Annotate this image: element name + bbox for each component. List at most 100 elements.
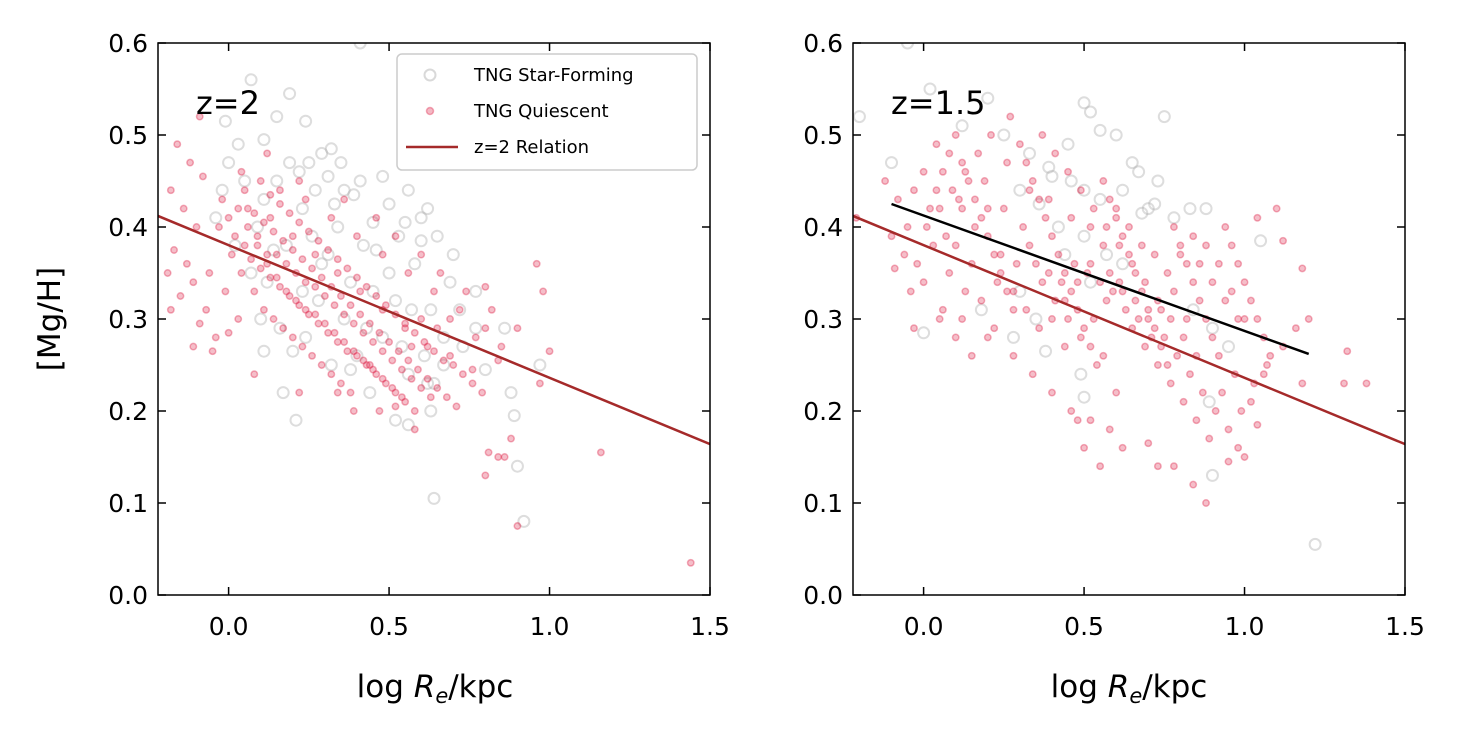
quiescent-point [513,522,522,530]
star-forming-point [1051,220,1065,234]
y-tick-label: 0.1 [108,489,148,518]
quiescent-point [401,324,410,333]
quiescent-point [231,232,239,241]
quiescent-point [320,319,329,328]
star-forming-point [1006,330,1020,344]
star-forming-point [299,114,313,128]
quiescent-point [391,232,400,241]
quiescent-point [1182,259,1191,268]
quiescent-point [1186,370,1194,379]
quiescent-point [1064,167,1072,176]
quiescent-point [417,315,426,323]
quiescent-point [343,347,352,356]
legend-star-forming-marker [423,68,437,82]
quiescent-point [295,177,304,185]
quiescent-point [1192,416,1201,425]
star-forming-point [1077,96,1091,110]
quiescent-point [378,374,387,383]
star-forming-point [231,137,245,151]
quiescent-point [279,236,288,245]
quiescent-point [532,259,541,268]
star-forming-point [469,321,483,335]
quiescent-point [1153,462,1162,471]
quiescent-point [1304,315,1313,323]
quiescent-point [961,167,970,176]
quiescent-point [487,305,496,314]
star-forming-point [1125,156,1139,170]
quiescent-point [481,324,490,333]
legend-quiescent-marker [425,106,435,116]
quiescent-point [1009,287,1018,296]
z2-relation-line [853,214,1405,446]
star-forming-point [510,459,524,473]
quiescent-point [304,310,313,319]
star-forming-point [533,358,547,372]
quiescent-point [198,172,207,181]
star-forming-point [1141,202,1155,216]
quiescent-point [1195,259,1204,268]
quiescent-point [1012,259,1021,268]
quiescent-point [407,342,416,351]
star-forming-point [283,87,297,101]
quiescent-point [945,149,954,158]
quiescent-point [1291,324,1300,333]
star-forming-point [270,110,284,124]
quiescent-point [1112,204,1121,213]
star-forming-point [334,156,348,170]
y-tick-label: 0.6 [108,29,148,58]
quiescent-point [468,379,477,388]
quiescent-point [1137,241,1146,250]
quiescent-point [900,250,909,259]
quiescent-point [1189,480,1198,489]
quiescent-point [913,259,922,268]
star-forming-point [376,169,390,183]
quiescent-point [192,223,201,231]
quiescent-point [375,407,384,415]
quiescent-point [330,301,339,310]
quiescent-point [362,282,371,291]
quiescent-point [1208,333,1217,342]
star-forming-point [1077,390,1091,404]
star-forming-point [328,197,342,211]
plot-area [853,43,1405,551]
quiescent-point [276,186,284,195]
quiescent-point [481,471,490,480]
quiescent-point [1253,315,1262,323]
quiescent-point [922,223,931,231]
star-forming-point [218,114,232,128]
quiescent-point [311,282,320,291]
star-forming-point [267,243,281,257]
quiescent-point [1214,259,1223,268]
quiescent-point [1298,379,1307,388]
redshift-annotation: z=1.5 [891,84,986,122]
quiescent-point [919,167,928,176]
quiescent-point [471,333,480,342]
star-forming-point [1167,211,1181,225]
star-forming-point [1157,110,1171,124]
star-forming-point [414,234,428,248]
star-forming-point [1148,197,1162,211]
star-forming-point [302,156,316,170]
star-forming-point [344,363,358,377]
quiescent-point [346,301,355,310]
quiescent-point [500,453,509,461]
quiescent-point [1070,259,1079,268]
quiescent-point [983,204,992,213]
star-forming-point [337,183,351,197]
star-forming-point [1116,257,1130,271]
quiescent-point [1028,370,1037,379]
quiescent-point [340,338,349,346]
quiescent-point [1253,213,1262,222]
quiescent-point [468,365,477,374]
quiescent-point [179,204,188,213]
quiescent-point [224,328,233,337]
quiescent-point [1234,259,1243,268]
quiescent-point [375,328,384,337]
legend-relation-label: z=2 Relation [474,137,589,158]
quiescent-point [1221,296,1230,305]
quiescent-point [285,292,294,300]
quiescent-point [426,393,435,402]
quiescent-point [881,177,890,185]
quiescent-point [272,273,281,282]
quiescent-point [990,324,999,333]
